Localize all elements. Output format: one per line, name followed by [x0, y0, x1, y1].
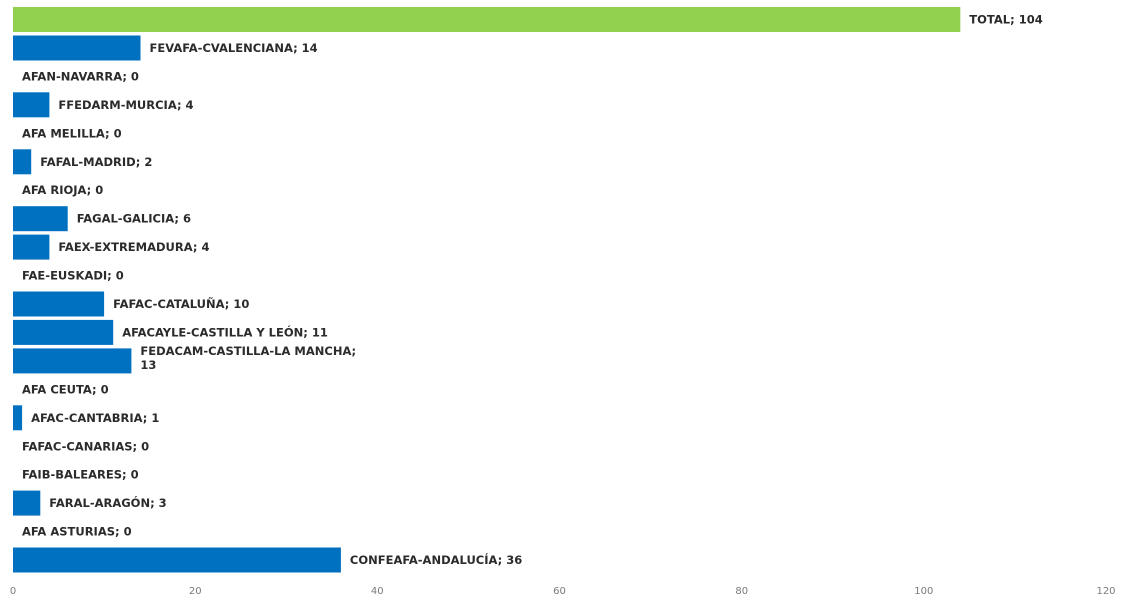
x-tick-label-20: 20 [189, 586, 202, 597]
bar-10 [13, 291, 105, 317]
bar-8 [13, 234, 50, 260]
data-label-14: AFAC-CANTABRIA; 1 [31, 411, 159, 425]
data-label-0: TOTAL; 104 [969, 13, 1042, 27]
data-label-3: FFEDARM-MURCIA; 4 [58, 98, 193, 112]
data-label-19: CONFEAFA-ANDALUCÍA; 36 [350, 552, 522, 567]
bar-19 [13, 547, 341, 573]
bar-3 [13, 92, 50, 118]
bar-12 [13, 348, 132, 374]
data-label-9: FAE-EUSKADI; 0 [22, 269, 124, 283]
data-label-17: FARAL-ARAGÓN; 3 [49, 495, 166, 510]
data-label-11: AFACAYLE-CASTILLA Y LEÓN; 11 [122, 324, 328, 339]
x-tick-label-100: 100 [914, 586, 933, 597]
x-tick-label-120: 120 [1096, 586, 1115, 597]
bar-5 [13, 149, 32, 175]
data-label-5: FAFAL-MADRID; 2 [40, 155, 152, 169]
data-label-18: AFA ASTURIAS; 0 [22, 525, 132, 539]
data-label-4: AFA MELILLA; 0 [22, 126, 122, 140]
data-label-2: AFAN-NAVARRA; 0 [22, 69, 139, 83]
data-label-16: FAIB-BALEARES; 0 [22, 468, 139, 482]
data-label-7: FAGAL-GALICIA; 6 [77, 212, 191, 226]
bar-17 [13, 490, 41, 516]
data-label-8: FAEX-EXTREMADURA; 4 [58, 240, 209, 254]
bar-7 [13, 206, 68, 232]
bar-11 [13, 319, 114, 345]
data-label-6: AFA RIOJA; 0 [22, 183, 103, 197]
x-tick-label-40: 40 [371, 586, 384, 597]
data-label-12: FEDACAM-CASTILLA-LA MANCHA; 13 [140, 344, 356, 372]
bar-0 [13, 7, 961, 32]
x-tick-label-80: 80 [735, 586, 748, 597]
data-label-1: FEVAFA-CVALENCIANA; 14 [150, 41, 318, 55]
data-label-15: FAFAC-CANARIAS; 0 [22, 439, 149, 453]
data-label-13: AFA CEUTA; 0 [22, 382, 109, 396]
x-tick-label-0: 0 [10, 586, 16, 597]
data-label-10: FAFAC-CATALUÑA; 10 [113, 296, 249, 311]
bar-14 [13, 405, 23, 431]
bar-1 [13, 35, 141, 61]
x-tick-label-60: 60 [553, 586, 566, 597]
